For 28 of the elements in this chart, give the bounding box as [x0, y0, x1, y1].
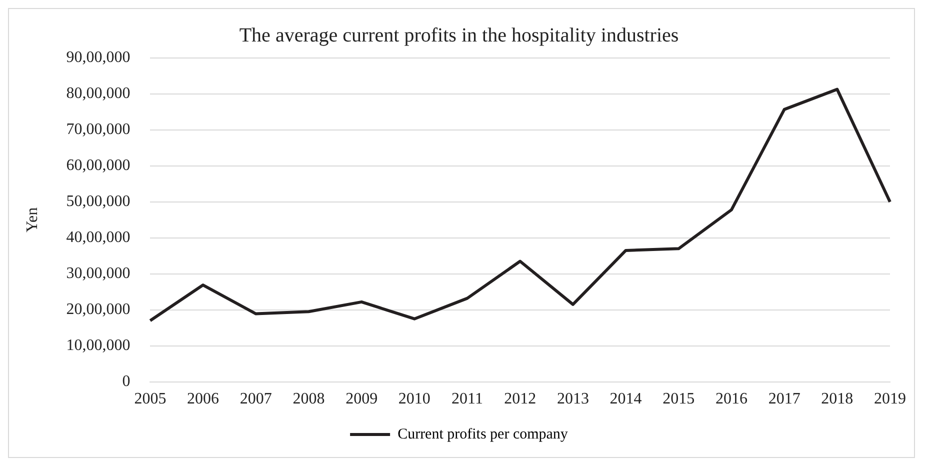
y-tick-label: 40,00,000	[66, 229, 130, 246]
x-tick-label: 2009	[346, 390, 378, 408]
y-tick-label: 20,00,000	[66, 301, 130, 318]
x-tick-label: 2006	[187, 390, 220, 408]
y-axis-title: Yen	[24, 207, 41, 232]
legend-label: Current profits per company	[398, 426, 568, 442]
x-tick-label: 2011	[452, 390, 483, 408]
y-tick-label: 80,00,000	[66, 85, 130, 102]
y-tick-label: 50,00,000	[66, 193, 130, 210]
x-tick-label: 2008	[292, 390, 325, 408]
x-tick-label: 2014	[610, 390, 642, 408]
x-tick-label: 2018	[821, 390, 854, 408]
x-tick-label: 2010	[398, 390, 430, 408]
x-tick-label: 2015	[662, 390, 695, 408]
x-tick-label: 2016	[715, 390, 748, 408]
x-tick-label: 2017	[768, 390, 800, 408]
y-tick-label: 90,00,000	[66, 49, 130, 66]
x-tick-label: 2007	[240, 390, 272, 408]
x-tick-label: 2012	[504, 390, 536, 408]
y-tick-label: 30,00,000	[66, 265, 130, 282]
x-tick-label: 2013	[556, 390, 589, 408]
y-tick-label: 0	[122, 373, 130, 390]
x-tick-label: 2005	[134, 390, 166, 408]
chart-title: The average current profits in the hospitality industries	[239, 24, 679, 46]
x-tick-label: 2019	[874, 390, 906, 408]
y-tick-label: 10,00,000	[66, 337, 130, 354]
y-tick-label: 70,00,000	[66, 121, 130, 138]
y-tick-label: 60,00,000	[66, 157, 130, 174]
